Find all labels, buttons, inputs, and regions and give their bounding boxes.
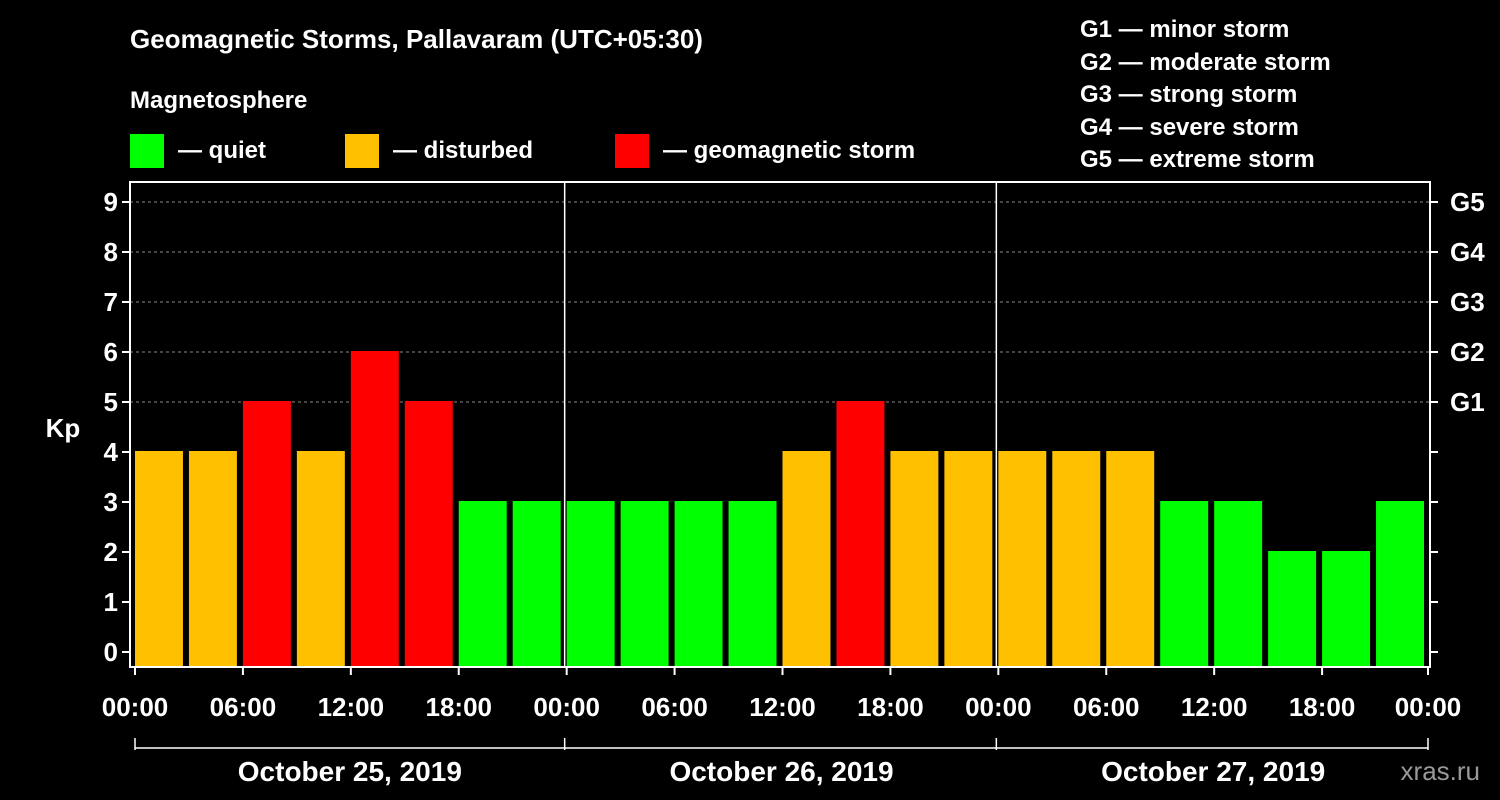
kp-bar xyxy=(998,451,1047,667)
kp-bar xyxy=(458,501,507,667)
x-tick-label: 12:00 xyxy=(318,692,385,722)
kp-bar xyxy=(188,451,237,667)
x-tick-label: 12:00 xyxy=(1181,692,1248,722)
x-tick-label: 18:00 xyxy=(857,692,924,722)
storm-level-label: G2 xyxy=(1450,337,1485,367)
kp-bar xyxy=(1160,501,1209,667)
y-tick-label: 6 xyxy=(104,337,118,367)
kp-bar xyxy=(1268,551,1317,667)
kp-bar xyxy=(1106,451,1155,667)
day-label: October 26, 2019 xyxy=(669,756,893,787)
day-label: October 27, 2019 xyxy=(1101,756,1325,787)
kp-bar xyxy=(674,501,723,667)
y-tick-label: 4 xyxy=(104,437,119,467)
legend-storm: — geomagnetic storm xyxy=(615,134,915,168)
kp-bar xyxy=(1052,451,1101,667)
legend-swatch-quiet xyxy=(130,134,164,168)
legend-label-storm: — geomagnetic storm xyxy=(663,137,916,164)
x-tick-label: 06:00 xyxy=(210,692,277,722)
x-tick-label: 00:00 xyxy=(102,692,169,722)
y-tick-label: 0 xyxy=(104,637,118,667)
legend-swatch-disturbed xyxy=(345,134,379,168)
storm-scale-g4: G4 — severe storm xyxy=(1080,113,1299,141)
kp-bar xyxy=(782,451,831,667)
y-tick-label: 8 xyxy=(104,237,118,267)
kp-bar xyxy=(242,401,291,667)
storm-level-label: G3 xyxy=(1450,287,1485,317)
storm-scale-g3: G3 — strong storm xyxy=(1080,81,1298,108)
kp-bar xyxy=(135,451,183,667)
kp-bar xyxy=(296,451,345,667)
kp-bar xyxy=(404,401,453,667)
x-tick-label: 06:00 xyxy=(641,692,708,722)
storm-scale-g1: G1 — minor storm xyxy=(1080,16,1290,43)
storm-scale-g2: G2 — moderate storm xyxy=(1080,48,1331,76)
kp-bar xyxy=(728,501,777,667)
y-tick-label: 9 xyxy=(104,187,118,217)
storm-scale-legend: G1 — minor storm G2 — moderate storm G3 … xyxy=(1080,14,1331,177)
x-tick-label: 00:00 xyxy=(965,692,1032,722)
x-tick-label: 18:00 xyxy=(1289,692,1356,722)
y-tick-label: 3 xyxy=(104,487,118,517)
kp-bar xyxy=(1376,501,1424,667)
kp-bar xyxy=(566,501,615,667)
kp-bar xyxy=(836,401,885,667)
kp-bar xyxy=(890,451,939,667)
plot-frame xyxy=(129,181,1431,668)
x-tick-label: 12:00 xyxy=(749,692,816,722)
chart-title: Geomagnetic Storms, Pallavaram (UTC+05:3… xyxy=(130,24,703,54)
y-tick-label: 7 xyxy=(104,287,118,317)
watermark: xras.ru xyxy=(1400,756,1480,786)
legend-disturbed: — disturbed xyxy=(345,134,533,168)
storm-level-label: G1 xyxy=(1450,387,1485,417)
x-tick-label: 06:00 xyxy=(1073,692,1140,722)
legend-quiet: — quiet xyxy=(130,134,266,168)
storm-level-label: G4 xyxy=(1450,237,1485,267)
x-tick-label: 18:00 xyxy=(426,692,493,722)
storm-level-label: G5 xyxy=(1450,187,1485,217)
kp-bar xyxy=(350,351,399,667)
magnetosphere-label: Magnetosphere xyxy=(130,87,308,114)
kp-bar xyxy=(1322,551,1371,667)
y-tick-label: 1 xyxy=(104,587,118,617)
y-tick-label: 5 xyxy=(104,387,118,417)
kp-bar xyxy=(944,451,993,667)
storm-scale-g5: G5 — extreme storm xyxy=(1080,146,1315,173)
legend-label-disturbed: — disturbed xyxy=(393,137,534,164)
legend-label-quiet: — quiet xyxy=(178,137,266,164)
x-tick-label: 00:00 xyxy=(1395,692,1462,722)
day-label: October 25, 2019 xyxy=(238,756,462,787)
kp-bar xyxy=(512,501,561,667)
kp-bar xyxy=(1214,501,1263,667)
y-tick-label: 2 xyxy=(104,537,118,567)
x-tick-label: 00:00 xyxy=(533,692,600,722)
legend-swatch-storm xyxy=(615,134,649,168)
kp-bar xyxy=(620,501,669,667)
y-axis-label: Kp xyxy=(46,413,81,443)
